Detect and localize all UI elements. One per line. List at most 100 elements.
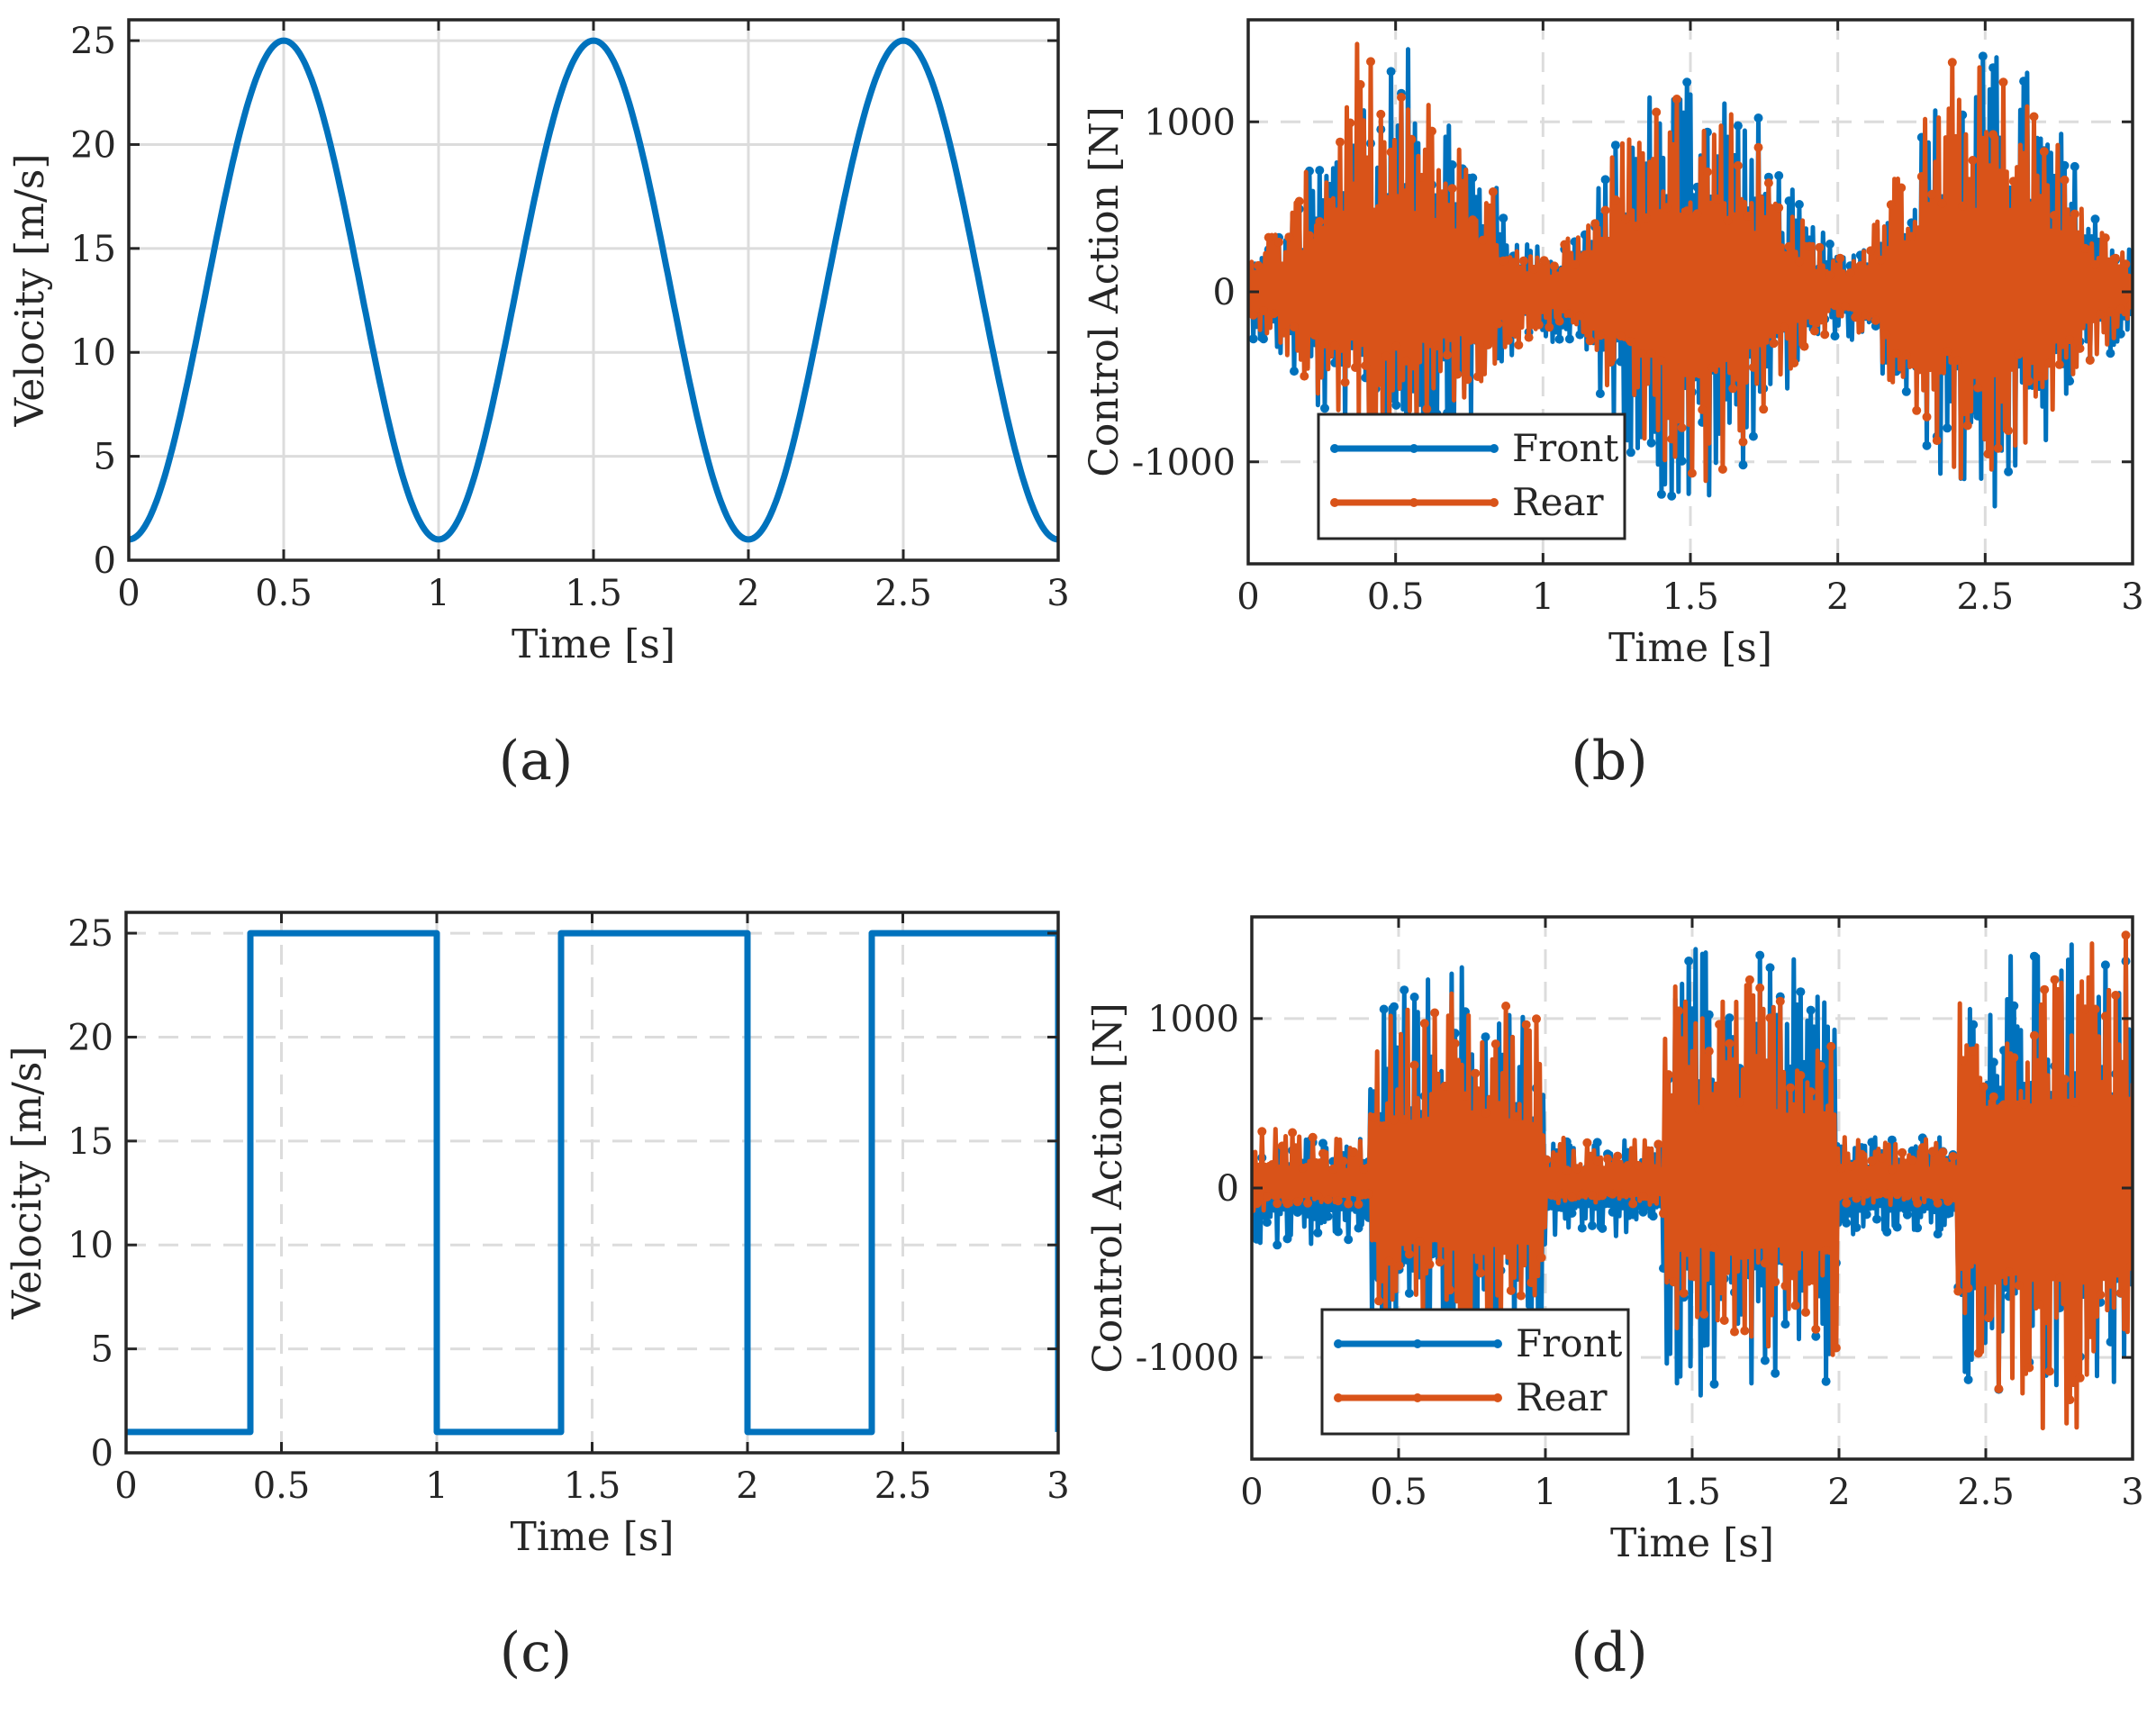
data-point bbox=[1816, 1061, 1825, 1071]
legend-label-rear: Rear bbox=[1516, 1375, 1608, 1419]
data-point bbox=[1667, 434, 1677, 444]
data-point bbox=[1917, 1143, 1927, 1153]
data-point bbox=[1631, 222, 1641, 231]
data-point bbox=[2121, 930, 2131, 940]
data-point bbox=[1471, 1068, 1481, 1078]
data-point bbox=[2065, 1395, 2075, 1405]
data-point bbox=[1648, 1194, 1658, 1204]
y-tick-label: -1000 bbox=[1132, 442, 1236, 484]
data-point bbox=[1646, 349, 1656, 358]
x-tick-label: 3 bbox=[2121, 1472, 2143, 1513]
data-point bbox=[1400, 985, 1409, 995]
data-point bbox=[2100, 1011, 2110, 1021]
data-point bbox=[1524, 332, 1534, 342]
data-point bbox=[1644, 1146, 1653, 1156]
panel-a: 0 0.5 1 1.5 2 2.5 3 0 5 10 15 20 25 Time [s] Velocity … bbox=[7, 18, 1070, 793]
data-point bbox=[1968, 156, 1978, 165]
data-point bbox=[1616, 331, 1626, 341]
data-point bbox=[1338, 1156, 1348, 1166]
data-point bbox=[1851, 313, 1861, 322]
x-tick-label: 2.5 bbox=[874, 1465, 932, 1507]
data-point bbox=[1336, 137, 1345, 147]
data-point bbox=[2100, 233, 2110, 243]
panel-label-a: (a) bbox=[499, 730, 574, 793]
y-tick-label: 5 bbox=[91, 1329, 113, 1371]
data-point bbox=[1973, 1348, 1983, 1358]
data-point bbox=[1913, 1198, 1923, 1208]
data-point bbox=[1488, 187, 1498, 196]
data-point bbox=[1725, 1013, 1735, 1023]
data-point bbox=[1394, 1261, 1404, 1271]
data-point bbox=[1796, 1071, 1806, 1080]
data-point bbox=[1769, 339, 1779, 349]
data-point bbox=[1415, 1237, 1425, 1247]
data-point bbox=[1811, 1331, 1821, 1341]
data-point bbox=[1623, 1161, 1633, 1170]
y-tick-label: 20 bbox=[70, 124, 116, 166]
data-point bbox=[1273, 1199, 1282, 1209]
data-point bbox=[1546, 1201, 1556, 1211]
data-point bbox=[1963, 1374, 1973, 1384]
data-point bbox=[1501, 1002, 1511, 1011]
data-point bbox=[1704, 1010, 1714, 1020]
data-point bbox=[2065, 335, 2075, 345]
data-point bbox=[1549, 261, 1559, 271]
data-point bbox=[1898, 1147, 1907, 1157]
legend-marker bbox=[1490, 444, 1499, 453]
data-point bbox=[1262, 1218, 1272, 1228]
data-point bbox=[1461, 1091, 1470, 1101]
data-point bbox=[1907, 1146, 1917, 1156]
x-tick-label: 2 bbox=[1826, 576, 1849, 618]
data-point bbox=[1933, 1229, 1943, 1239]
data-point bbox=[1404, 1249, 1414, 1259]
data-point bbox=[1887, 1135, 1897, 1145]
data-point bbox=[1825, 240, 1834, 249]
data-point bbox=[1774, 171, 1784, 180]
y-tick-label: 1000 bbox=[1144, 102, 1236, 143]
data-point bbox=[1517, 1291, 1526, 1301]
data-point bbox=[1759, 404, 1769, 414]
y-tick-label: 15 bbox=[70, 229, 116, 270]
data-point bbox=[1677, 456, 1687, 466]
data-point bbox=[1830, 331, 1840, 341]
data-point bbox=[1786, 1064, 1796, 1074]
data-point bbox=[1567, 1193, 1577, 1202]
data-point bbox=[1598, 1191, 1608, 1201]
data-point bbox=[2009, 1053, 2019, 1063]
plot-area bbox=[126, 930, 1058, 1436]
data-point bbox=[2100, 960, 2110, 970]
data-point bbox=[1702, 167, 1712, 177]
data-point bbox=[1771, 1277, 1780, 1287]
data-point bbox=[1842, 1218, 1852, 1228]
y-tick-label: 20 bbox=[68, 1017, 113, 1058]
data-point bbox=[2009, 1001, 2019, 1011]
data-point bbox=[1805, 235, 1815, 245]
data-point bbox=[1457, 178, 1467, 188]
data-point bbox=[1867, 1138, 1877, 1147]
data-point bbox=[1740, 1326, 1750, 1336]
data-point bbox=[1753, 113, 1763, 122]
data-point bbox=[1506, 1285, 1516, 1295]
data-point bbox=[1993, 443, 2003, 453]
data-point bbox=[1468, 215, 1478, 225]
data-point bbox=[2106, 1337, 2115, 1347]
data-point bbox=[1765, 963, 1775, 973]
data-point bbox=[1440, 1081, 1450, 1091]
data-point bbox=[1344, 1235, 1354, 1245]
data-point bbox=[1857, 1149, 1867, 1159]
data-point bbox=[1374, 1296, 1384, 1306]
data-point bbox=[1557, 1202, 1567, 1212]
data-point bbox=[1588, 1191, 1597, 1201]
data-point bbox=[1499, 213, 1508, 223]
x-tick-label: 1.5 bbox=[1662, 576, 1719, 618]
data-point bbox=[1391, 341, 1401, 351]
data-point bbox=[1713, 194, 1723, 204]
data-point bbox=[1794, 257, 1804, 267]
data-point bbox=[1687, 468, 1697, 478]
legend: Front Rear bbox=[1320, 1308, 1630, 1436]
data-point bbox=[1303, 1209, 1313, 1219]
x-tick-label: 1 bbox=[425, 1465, 448, 1507]
data-point bbox=[1595, 331, 1605, 340]
data-point bbox=[1401, 356, 1411, 366]
series-line-c-velocity bbox=[126, 930, 1058, 1436]
